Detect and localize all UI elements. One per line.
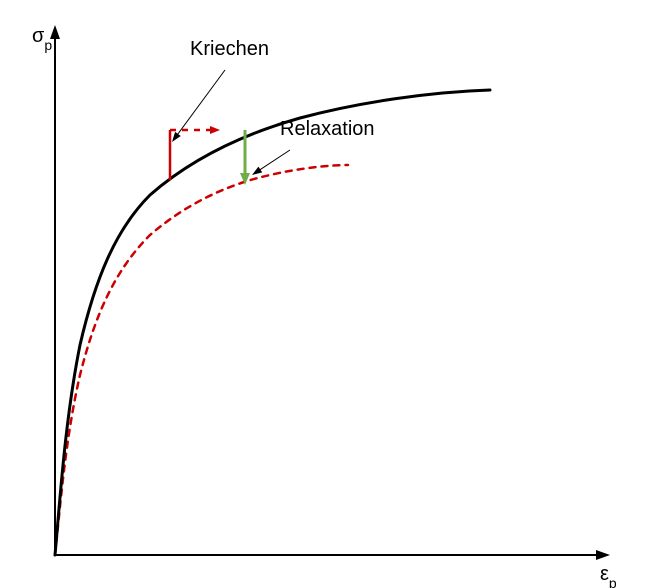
- kriechen-label: Kriechen: [190, 38, 269, 60]
- relaxation-label: Relaxation: [280, 118, 375, 140]
- plot-background: [0, 0, 655, 588]
